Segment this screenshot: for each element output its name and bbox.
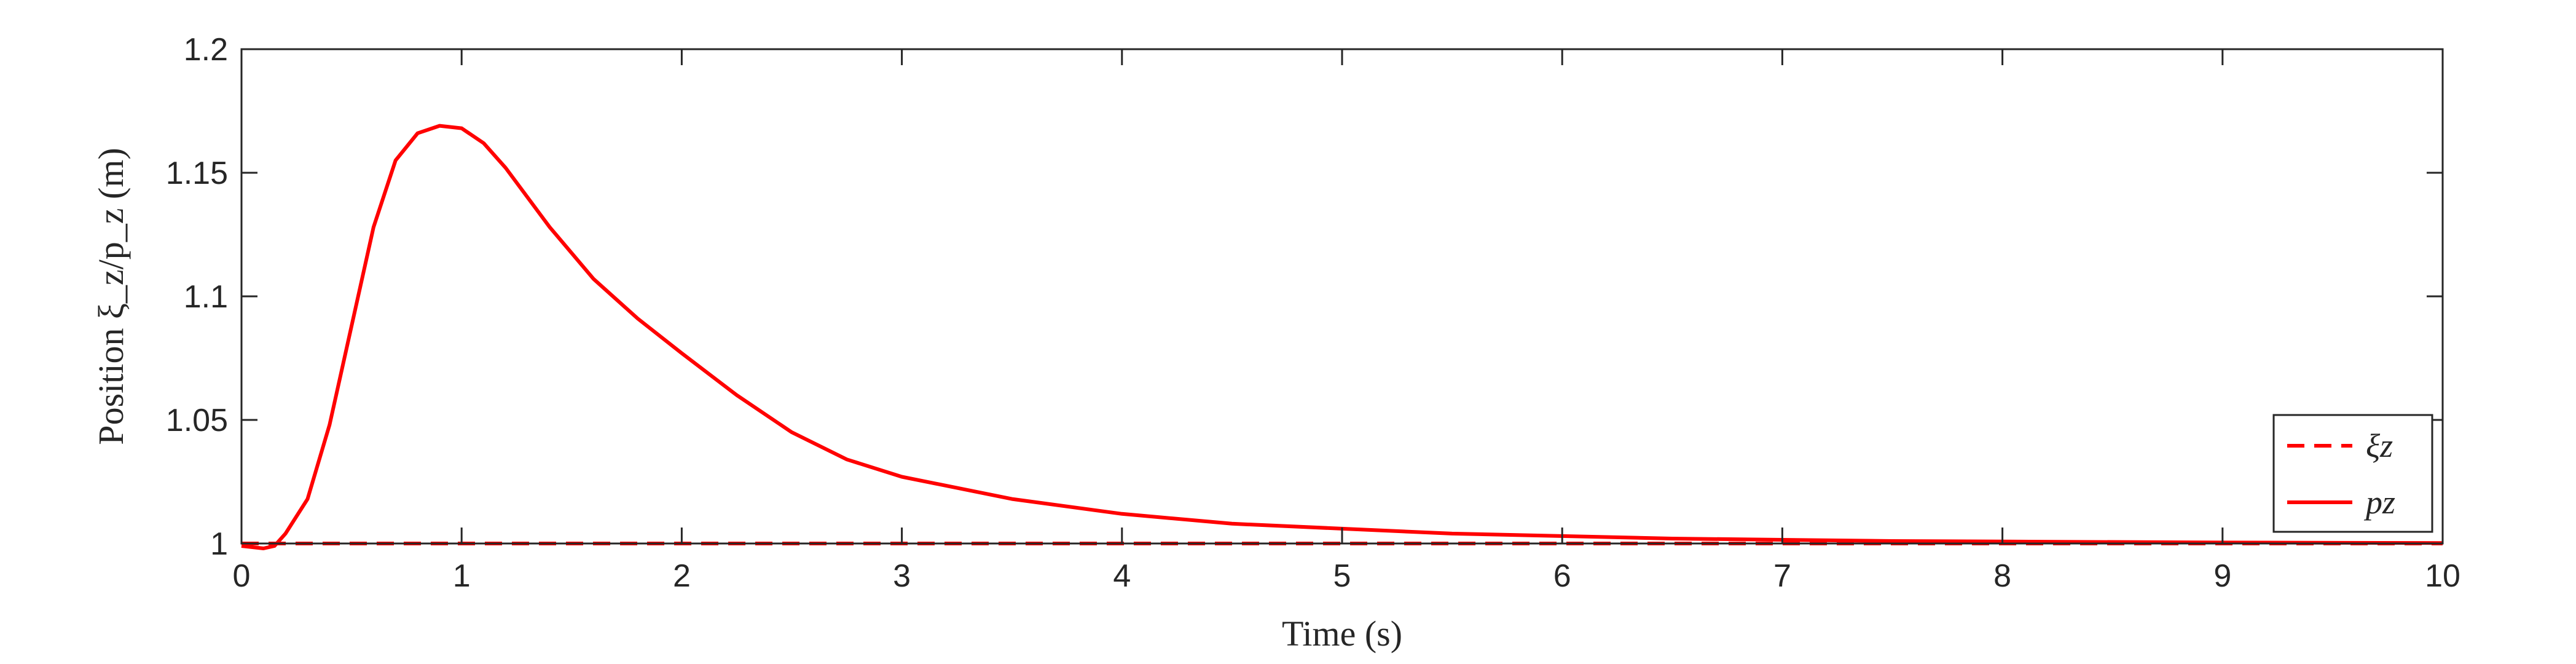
x-tick-label: 3	[893, 558, 911, 594]
x-tick-label: 1	[453, 558, 471, 594]
legend-box	[2272, 414, 2433, 533]
x-tick-label: 5	[1333, 558, 1351, 594]
plot-background	[242, 49, 2443, 543]
y-axis-label: Position ξ_z/p_z (m)	[91, 148, 131, 445]
y-tick-label: 1.15	[166, 156, 228, 191]
y-tick-label: 1.1	[184, 279, 228, 315]
x-tick-label: 2	[673, 558, 691, 594]
series-line-p-z	[241, 124, 2443, 550]
y-tick-label: 1.05	[166, 403, 228, 438]
x-tick-label: 4	[1113, 558, 1131, 594]
plot-area	[242, 49, 2443, 543]
x-tick-label: 0	[233, 558, 251, 594]
x-tick-label: 8	[1993, 558, 2011, 594]
y-tick-label: 1.2	[184, 32, 228, 68]
legend-label: pz	[2363, 484, 2395, 521]
x-tick-label: 6	[1553, 558, 1571, 594]
x-tick-label: 7	[1773, 558, 1791, 594]
legend-label: ξz	[2366, 427, 2393, 464]
x-tick-label: 9	[2213, 558, 2231, 594]
y-tick-label: 1	[210, 526, 228, 562]
axes-layer	[240, 48, 2444, 545]
x-tick-label: 10	[2425, 558, 2460, 594]
legend: ξz pz	[2272, 414, 2433, 533]
x-axis-label: Time (s)	[1282, 614, 1402, 654]
